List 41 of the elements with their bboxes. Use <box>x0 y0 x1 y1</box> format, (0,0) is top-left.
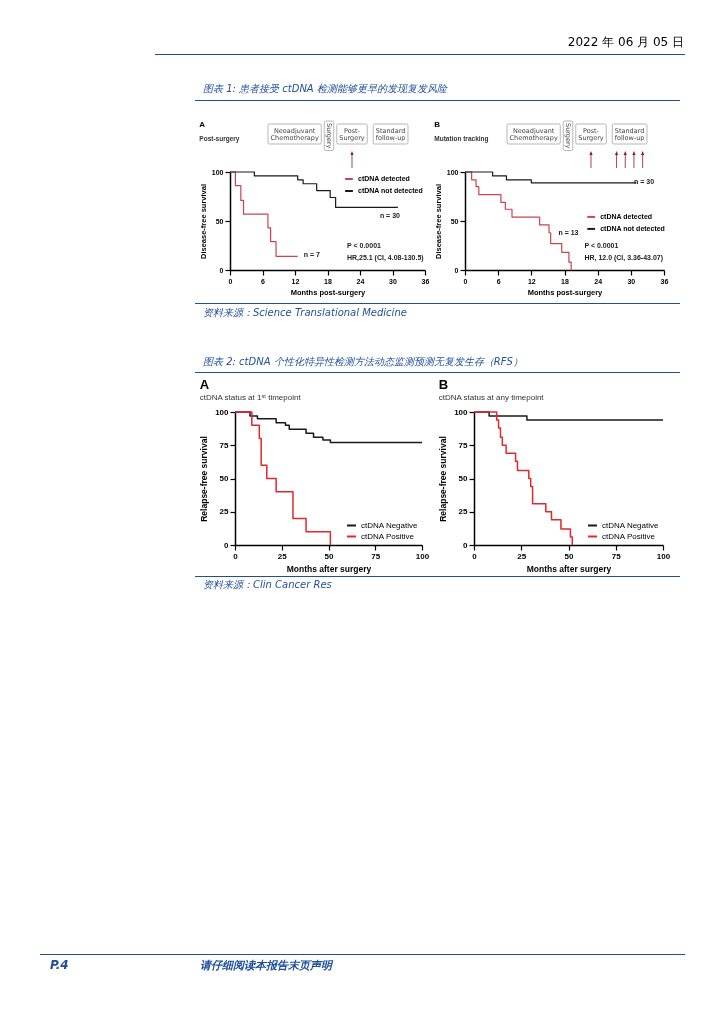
x-tick-label: 25 <box>277 551 288 561</box>
y-tick-label: 0 <box>463 540 469 550</box>
x-tick-label: 75 <box>611 551 622 561</box>
legend-label: ctDNA Positive <box>361 531 415 541</box>
y-tick-label: 100 <box>215 407 230 417</box>
text: 图表 1: 患者接受 ctDNA 检测能够更早的发现复发风险 <box>203 82 447 96</box>
x-tick-label: 50 <box>324 551 334 561</box>
y-tick-label: 25 <box>458 507 469 517</box>
y-axis-title: Relapse-free survival <box>199 436 210 522</box>
text: 2022 年 06 月 05 日 <box>567 34 684 51</box>
chart-title: A <box>199 377 210 392</box>
y-tick-label: 75 <box>458 440 469 450</box>
x-axis-title: Months after surgery <box>526 563 612 574</box>
y-tick-label: 50 <box>458 474 469 483</box>
x-tick-label: 0 <box>472 551 478 561</box>
y-axis-title: Relapse-free survival <box>438 436 449 522</box>
chart-subtitle: ctDNA status at any timepoint <box>438 393 545 402</box>
x-tick-label: 0 <box>233 551 239 561</box>
y-tick-label: 25 <box>219 507 230 517</box>
x-tick-label: 50 <box>564 551 574 561</box>
chart-title: B <box>434 119 441 129</box>
chart-title: A <box>199 119 206 129</box>
y-tick-label: 0 <box>224 540 230 550</box>
x-axis-title: Months after surgery <box>286 563 372 574</box>
text: 图表 2: ctDNA 个性化特异性检测方法动态监测预测无复发生存（RFS） <box>203 355 523 369</box>
text: P.4 <box>50 958 69 972</box>
x-tick-label: 25 <box>517 551 527 561</box>
text: 资料来源：Clin Cancer Res <box>203 578 332 592</box>
y-tick-label: 100 <box>454 407 469 417</box>
x-tick-label: 100 <box>656 551 671 561</box>
x-tick-label: 100 <box>415 551 430 561</box>
chart-subtitle: ctDNA status at 1ˢᵗ timepoint <box>199 393 302 402</box>
legend-label: ctDNA Negative <box>602 520 660 530</box>
text: 请仔细阅读本报告末页声明 <box>200 958 332 973</box>
chart-title: B <box>438 377 449 392</box>
y-tick-label: 50 <box>219 474 230 483</box>
y-tick-label: 75 <box>219 440 230 450</box>
legend-label: ctDNA Negative <box>361 520 419 530</box>
x-tick-label: 75 <box>371 551 381 561</box>
legend-label: ctDNA Positive <box>602 531 656 541</box>
text: 资料来源：Science Translational Medicine <box>203 306 407 320</box>
